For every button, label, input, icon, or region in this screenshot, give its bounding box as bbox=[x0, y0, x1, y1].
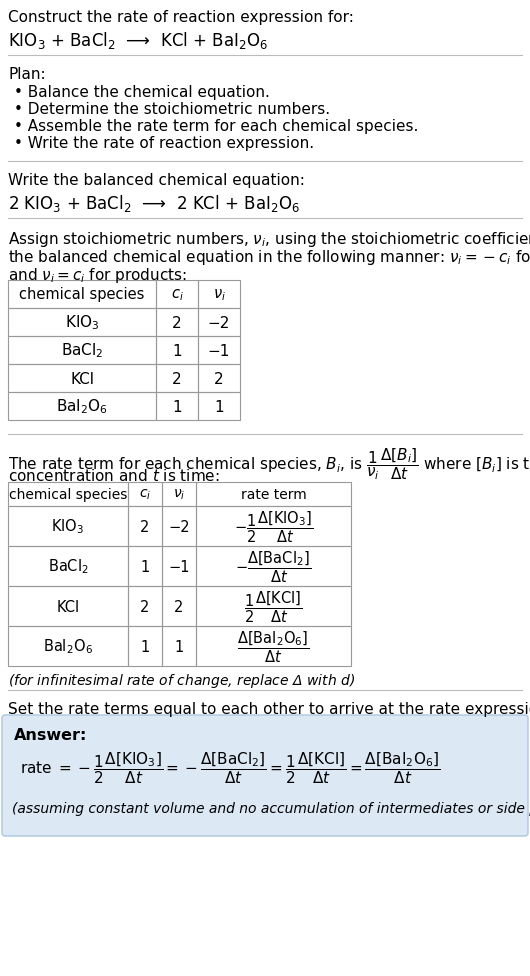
Bar bbox=[196, 482, 351, 506]
Text: Plan:: Plan: bbox=[8, 67, 46, 82]
Bar bbox=[8, 392, 156, 420]
Bar bbox=[162, 482, 196, 506]
Text: BaCl$_2$: BaCl$_2$ bbox=[48, 557, 89, 577]
Bar bbox=[128, 482, 162, 506]
Text: 1: 1 bbox=[174, 639, 183, 655]
Bar bbox=[8, 280, 156, 308]
Text: 1: 1 bbox=[140, 559, 149, 575]
Text: Assign stoichiometric numbers, $\nu_i$, using the stoichiometric coefficients, $: Assign stoichiometric numbers, $\nu_i$, … bbox=[8, 230, 530, 249]
Text: rate $= -\dfrac{1}{2}\dfrac{\Delta[\mathrm{KIO_3}]}{\Delta t} = -\dfrac{\Delta[\: rate $= -\dfrac{1}{2}\dfrac{\Delta[\math… bbox=[20, 750, 440, 786]
Text: 2 KIO$_3$ + BaCl$_2$  ⟶  2 KCl + BaI$_2$O$_6$: 2 KIO$_3$ + BaCl$_2$ ⟶ 2 KCl + BaI$_2$O$… bbox=[8, 193, 300, 214]
Text: and $\nu_i = c_i$ for products:: and $\nu_i = c_i$ for products: bbox=[8, 266, 187, 285]
Text: rate term: rate term bbox=[241, 488, 306, 502]
FancyBboxPatch shape bbox=[2, 715, 528, 836]
Text: KIO$_3$: KIO$_3$ bbox=[65, 313, 99, 333]
Bar bbox=[156, 336, 198, 364]
Text: concentration and $t$ is time:: concentration and $t$ is time: bbox=[8, 468, 220, 484]
Text: chemical species: chemical species bbox=[9, 488, 127, 502]
Text: $-\dfrac{\Delta[\mathrm{BaCl_2}]}{\Delta t}$: $-\dfrac{\Delta[\mathrm{BaCl_2}]}{\Delta… bbox=[235, 549, 312, 585]
Bar bbox=[196, 586, 351, 626]
Text: • Balance the chemical equation.: • Balance the chemical equation. bbox=[14, 85, 270, 100]
Text: Set the rate terms equal to each other to arrive at the rate expression:: Set the rate terms equal to each other t… bbox=[8, 702, 530, 717]
Bar bbox=[8, 364, 156, 392]
Text: 1: 1 bbox=[214, 399, 224, 415]
Text: $\nu_i$: $\nu_i$ bbox=[213, 287, 225, 303]
Text: KCl: KCl bbox=[70, 372, 94, 386]
Bar bbox=[8, 482, 128, 506]
Bar bbox=[198, 336, 240, 364]
Bar bbox=[128, 586, 162, 626]
Text: 2: 2 bbox=[174, 599, 184, 615]
Bar bbox=[162, 626, 196, 666]
Text: 2: 2 bbox=[140, 519, 149, 535]
Text: 2: 2 bbox=[214, 372, 224, 386]
Text: KIO$_3$ + BaCl$_2$  ⟶  KCl + BaI$_2$O$_6$: KIO$_3$ + BaCl$_2$ ⟶ KCl + BaI$_2$O$_6$ bbox=[8, 30, 268, 51]
Text: $-\dfrac{1}{2}\dfrac{\Delta[\mathrm{KIO_3}]}{\Delta t}$: $-\dfrac{1}{2}\dfrac{\Delta[\mathrm{KIO_… bbox=[234, 509, 313, 545]
Text: BaI$_2$O$_6$: BaI$_2$O$_6$ bbox=[56, 397, 108, 417]
Text: the balanced chemical equation in the following manner: $\nu_i = -c_i$ for react: the balanced chemical equation in the fo… bbox=[8, 248, 530, 267]
Text: Write the balanced chemical equation:: Write the balanced chemical equation: bbox=[8, 173, 305, 188]
Text: (for infinitesimal rate of change, replace Δ with $d$): (for infinitesimal rate of change, repla… bbox=[8, 672, 355, 690]
Bar bbox=[162, 506, 196, 546]
Text: BaCl$_2$: BaCl$_2$ bbox=[61, 342, 103, 360]
Bar bbox=[156, 364, 198, 392]
Text: • Determine the stoichiometric numbers.: • Determine the stoichiometric numbers. bbox=[14, 102, 330, 117]
Text: −2: −2 bbox=[168, 519, 190, 535]
Text: chemical species: chemical species bbox=[19, 288, 145, 303]
Bar bbox=[8, 586, 128, 626]
Text: 2: 2 bbox=[140, 599, 149, 615]
Text: • Assemble the rate term for each chemical species.: • Assemble the rate term for each chemic… bbox=[14, 119, 418, 134]
Text: 1: 1 bbox=[140, 639, 149, 655]
Bar bbox=[196, 546, 351, 586]
Bar bbox=[8, 546, 128, 586]
Bar bbox=[198, 308, 240, 336]
Text: 2: 2 bbox=[172, 372, 182, 386]
Text: $c_i$: $c_i$ bbox=[171, 287, 183, 303]
Text: −1: −1 bbox=[208, 344, 230, 358]
Bar bbox=[196, 626, 351, 666]
Text: $\nu_i$: $\nu_i$ bbox=[173, 488, 185, 503]
Bar bbox=[128, 546, 162, 586]
Bar bbox=[156, 392, 198, 420]
Text: • Write the rate of reaction expression.: • Write the rate of reaction expression. bbox=[14, 136, 314, 151]
Text: $\dfrac{\Delta[\mathrm{BaI_2O_6}]}{\Delta t}$: $\dfrac{\Delta[\mathrm{BaI_2O_6}]}{\Delt… bbox=[237, 630, 310, 665]
Bar bbox=[128, 506, 162, 546]
Bar bbox=[196, 506, 351, 546]
Text: KIO$_3$: KIO$_3$ bbox=[51, 517, 85, 537]
Text: 2: 2 bbox=[172, 315, 182, 331]
Bar bbox=[156, 308, 198, 336]
Text: −1: −1 bbox=[168, 559, 190, 575]
Bar bbox=[8, 336, 156, 364]
Bar bbox=[8, 506, 128, 546]
Bar bbox=[198, 280, 240, 308]
Bar bbox=[198, 392, 240, 420]
Bar bbox=[8, 308, 156, 336]
Bar bbox=[162, 546, 196, 586]
Text: −2: −2 bbox=[208, 315, 230, 331]
Text: KCl: KCl bbox=[56, 599, 80, 615]
Text: $c_i$: $c_i$ bbox=[139, 488, 151, 503]
Bar bbox=[156, 280, 198, 308]
Text: BaI$_2$O$_6$: BaI$_2$O$_6$ bbox=[43, 637, 93, 656]
Bar bbox=[198, 364, 240, 392]
Text: $\dfrac{1}{2}\dfrac{\Delta[\mathrm{KCl}]}{\Delta t}$: $\dfrac{1}{2}\dfrac{\Delta[\mathrm{KCl}]… bbox=[244, 590, 303, 625]
Text: (assuming constant volume and no accumulation of intermediates or side products): (assuming constant volume and no accumul… bbox=[12, 802, 530, 816]
Text: The rate term for each chemical species, $B_i$, is $\dfrac{1}{\nu_i}\dfrac{\Delt: The rate term for each chemical species,… bbox=[8, 446, 530, 482]
Text: 1: 1 bbox=[172, 399, 182, 415]
Text: Answer:: Answer: bbox=[14, 728, 87, 743]
Bar bbox=[162, 586, 196, 626]
Text: 1: 1 bbox=[172, 344, 182, 358]
Bar bbox=[128, 626, 162, 666]
Bar bbox=[8, 626, 128, 666]
Text: Construct the rate of reaction expression for:: Construct the rate of reaction expressio… bbox=[8, 10, 354, 25]
